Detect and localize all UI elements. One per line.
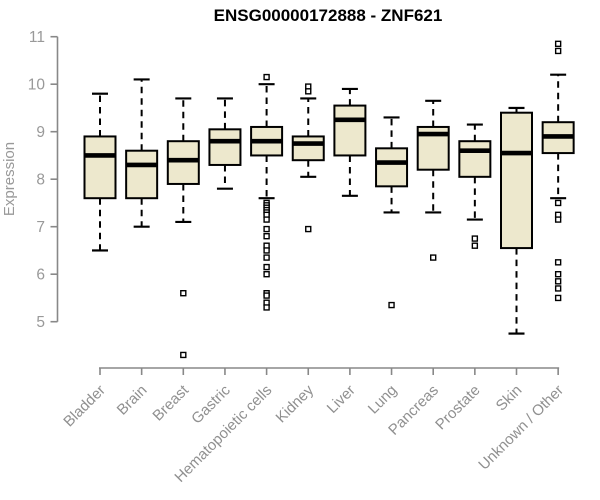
- box-bladder: [83, 92, 117, 252]
- outlier-point: [263, 225, 270, 233]
- box-lung: [375, 116, 409, 309]
- outlier-point: [554, 259, 562, 266]
- outlier-point: [180, 351, 187, 359]
- x-category-label: Prostate: [432, 382, 484, 434]
- iqr-box: [125, 149, 159, 200]
- iqr-box: [166, 140, 200, 185]
- plot-area: [83, 40, 575, 359]
- iqr-box: [291, 135, 325, 162]
- box-liver: [333, 87, 367, 197]
- outlier-point: [263, 216, 270, 223]
- outlier-point: [263, 304, 270, 311]
- x-category-label: Lung: [365, 382, 401, 418]
- y-tick-label: 6: [36, 267, 45, 284]
- y-tick-label: 8: [36, 172, 45, 189]
- x-category-label: Brain: [114, 382, 151, 419]
- outlier-point: [263, 247, 270, 254]
- box-hematopoietic-cells: [250, 73, 284, 311]
- y-axis-label: Expression: [1, 142, 18, 216]
- outlier-point: [305, 225, 312, 233]
- outlier-point: [263, 254, 270, 261]
- outlier-point: [263, 73, 270, 81]
- outlier-point: [554, 199, 562, 207]
- outlier-point: [471, 235, 479, 242]
- box-pancreas: [416, 99, 450, 261]
- x-category-label: Bladder: [60, 382, 109, 431]
- box-gastric: [208, 97, 242, 190]
- iqr-box: [333, 104, 367, 157]
- box-prostate: [458, 123, 492, 249]
- y-axis: 5 6 7 8 9 10 11: [28, 29, 59, 331]
- outlier-point: [180, 290, 187, 297]
- outlier-point: [554, 285, 562, 292]
- box-unknown-other: [541, 40, 575, 302]
- chart-title: ENSG00000172888 - ZNF621: [214, 6, 443, 25]
- box-breast: [166, 97, 200, 359]
- y-tick-label: 10: [28, 77, 46, 94]
- outlier-point: [554, 278, 562, 285]
- outlier-point: [388, 301, 395, 309]
- outlier-point: [554, 40, 562, 48]
- outlier-point: [554, 271, 562, 278]
- x-category-label: Liver: [324, 382, 359, 417]
- outlier-point: [263, 271, 270, 278]
- y-tick-label: 5: [36, 314, 45, 331]
- box-skin: [500, 106, 533, 335]
- outlier-point: [430, 254, 437, 261]
- outlier-point: [554, 47, 562, 55]
- outlier-point: [305, 88, 312, 95]
- outlier-point: [554, 216, 562, 223]
- outlier-point: [263, 232, 270, 240]
- iqr-box: [208, 128, 242, 166]
- x-category-label: Kidney: [273, 381, 318, 426]
- x-category-label: Breast: [149, 381, 192, 424]
- outlier-point: [554, 294, 562, 302]
- iqr-box: [500, 111, 533, 250]
- outlier-point: [471, 242, 479, 249]
- outlier-point: [263, 292, 270, 299]
- x-category-label: Skin: [493, 382, 526, 415]
- box-kidney: [291, 83, 325, 233]
- iqr-box: [458, 140, 492, 178]
- iqr-box: [375, 147, 409, 188]
- iqr-box: [83, 135, 117, 200]
- y-tick-label: 7: [36, 219, 45, 236]
- outlier-point: [263, 263, 270, 271]
- y-tick-label: 11: [29, 29, 45, 46]
- box-brain: [125, 78, 159, 228]
- y-tick-label: 9: [36, 124, 45, 141]
